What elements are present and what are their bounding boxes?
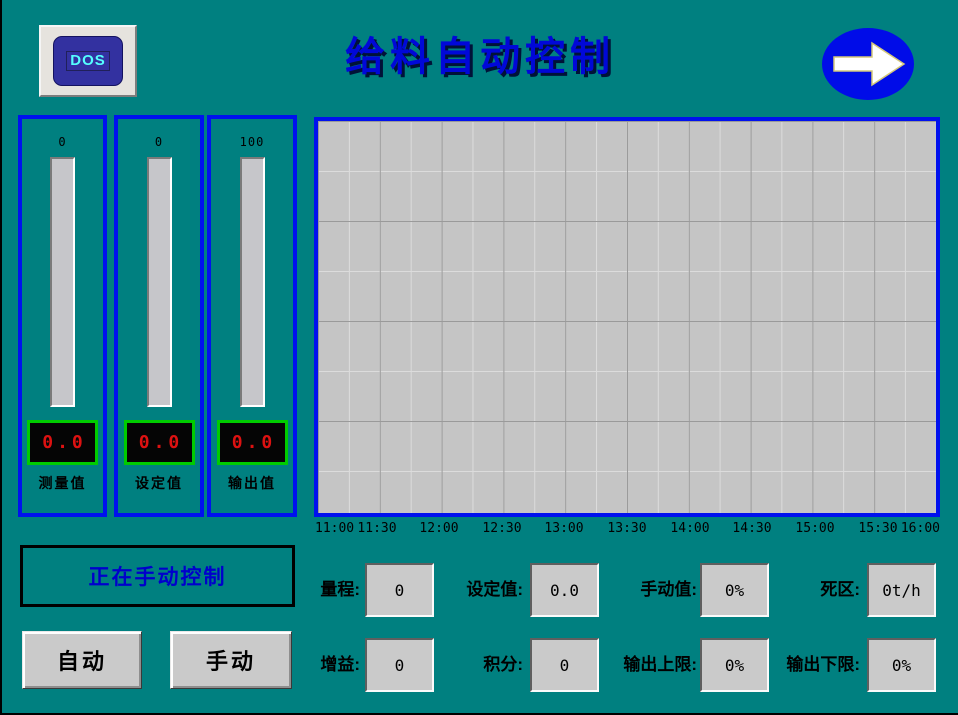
x-axis-tick: 14:00 [670, 521, 710, 536]
x-axis-tick: 11:00 [315, 521, 355, 536]
trend-chart [314, 117, 940, 517]
gauge-scale-top: 0 [154, 135, 164, 149]
manual-value-label: 手动值: [640, 580, 697, 599]
output-upper-limit-field[interactable]: 0% [700, 638, 769, 692]
range-field[interactable]: 0 [365, 563, 434, 617]
integral-label: 积分: [483, 655, 523, 674]
x-axis-tick: 15:30 [858, 521, 898, 536]
deadband-label: 死区: [820, 580, 860, 599]
x-axis-tick: 13:00 [544, 521, 584, 536]
setpoint-value-display: 0.0 [123, 420, 195, 465]
gauge-bar [239, 157, 265, 407]
gauge-bar [50, 157, 75, 407]
dos-button-label: DOS [66, 51, 110, 71]
gauge-bar [146, 157, 172, 407]
gain-field[interactable]: 0 [365, 638, 434, 692]
range-label: 量程: [320, 580, 360, 599]
x-axis-tick: 13:30 [607, 521, 647, 536]
dos-button[interactable]: DOS [39, 25, 137, 97]
page-title: 给料自动控制 [345, 35, 615, 79]
gauge-label: 设定值 [135, 475, 183, 491]
x-axis-tick: 16:00 [900, 521, 940, 536]
gauge-label: 测量值 [38, 475, 87, 491]
measured-value-display: 0.0 [27, 420, 98, 465]
gain-label: 增益: [320, 655, 360, 674]
x-axis-tick: 15:00 [795, 521, 835, 536]
control-status-text: 正在手动控制 [88, 566, 227, 589]
output-value-display: 0.0 [216, 420, 288, 465]
x-axis-tick: 12:00 [419, 521, 459, 536]
setpoint-field[interactable]: 0.0 [530, 563, 599, 617]
arrow-right-icon [833, 41, 906, 87]
gauge-scale-top: 100 [239, 135, 265, 149]
output-lower-limit-label: 输出下限: [786, 655, 860, 674]
control-status-box: 正在手动控制 [20, 545, 295, 607]
output-upper-limit-label: 输出上限: [623, 655, 697, 674]
gauge-panel-output: 100 0.0 输出值 [207, 115, 297, 517]
gauge-label: 输出值 [228, 475, 276, 491]
integral-field[interactable]: 0 [530, 638, 599, 692]
gauge-scale-top: 0 [58, 135, 67, 149]
deadband-field[interactable]: 0t/h [867, 563, 936, 617]
output-lower-limit-field[interactable]: 0% [867, 638, 936, 692]
x-axis-tick: 14:30 [732, 521, 772, 536]
next-page-button[interactable] [822, 28, 914, 100]
manual-value-field[interactable]: 0% [700, 563, 769, 617]
auto-mode-button[interactable]: 自动 [22, 631, 142, 689]
time-axis: 11:00 11:30 12:00 12:30 13:00 13:30 14:0… [314, 521, 940, 539]
x-axis-tick: 11:30 [357, 521, 397, 536]
dos-button-face: DOS [53, 36, 123, 86]
gauge-panel-setpoint: 0 0.0 设定值 [114, 115, 204, 517]
manual-mode-button[interactable]: 手动 [170, 631, 292, 689]
x-axis-tick: 12:30 [482, 521, 522, 536]
gauge-panel-measured: 0 0.0 测量值 [18, 115, 107, 517]
setpoint-label: 设定值: [466, 580, 523, 599]
